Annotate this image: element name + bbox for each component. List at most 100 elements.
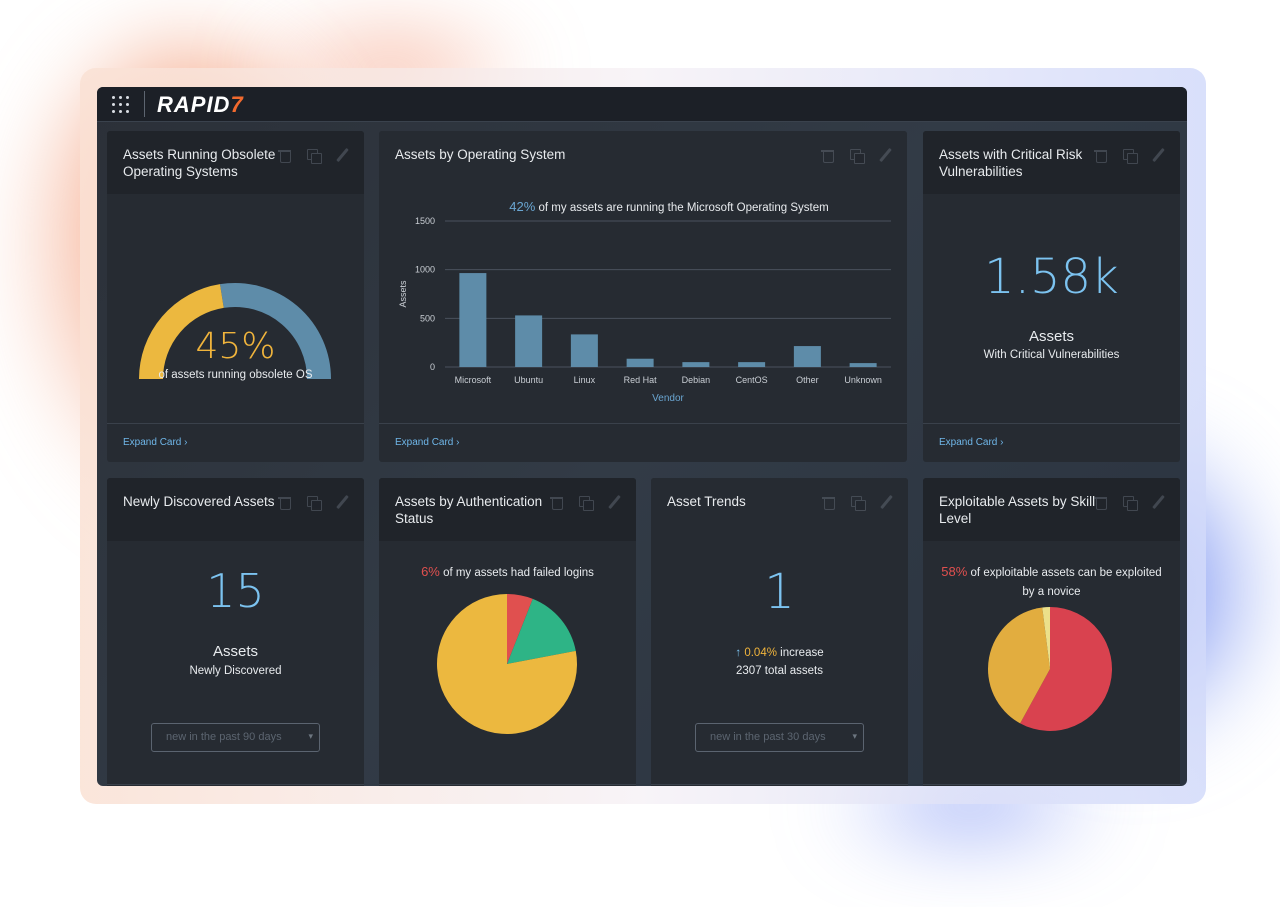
copy-icon[interactable] (306, 148, 322, 164)
bar[interactable] (515, 315, 543, 367)
select-value: new in the past 90 days (166, 731, 282, 743)
pencil-icon[interactable] (878, 148, 893, 163)
logo-text: RAPID (157, 92, 231, 117)
bar[interactable] (793, 346, 821, 367)
trash-icon[interactable] (277, 495, 292, 510)
card-title: Assets with Critical Risk Vulnerabilitie… (939, 147, 1083, 179)
expand-card-label: Expand Card (395, 437, 454, 448)
card-actions (1093, 148, 1166, 164)
chevron-right-icon: › (456, 437, 460, 448)
y-axis-label: Assets (398, 280, 408, 308)
card-title: Assets by Operating System (395, 147, 566, 162)
trash-icon[interactable] (549, 495, 564, 510)
auth-pct: 6% (421, 564, 440, 579)
x-tick-label: Linux (574, 375, 596, 385)
gauge-caption: of assets running obsolete OS (158, 369, 313, 381)
card-footer (651, 784, 908, 786)
trash-icon[interactable] (1093, 148, 1108, 163)
bar[interactable] (738, 362, 766, 367)
card-title: Assets Running Obsolete Operating System… (123, 147, 276, 179)
pie-slice[interactable] (988, 607, 1050, 724)
x-tick-label: CentOS (736, 375, 768, 385)
os-bar-chart: 0 500 1000 1500 Microsoft Ubuntu Linux Red Hat D… (398, 216, 891, 404)
y-tick-label: 1500 (415, 216, 435, 226)
pencil-icon[interactable] (335, 495, 350, 510)
pencil-icon[interactable] (335, 148, 350, 163)
asset-trends-value: 1 (764, 564, 795, 620)
gauge-value-arc (139, 284, 225, 380)
bar[interactable] (682, 362, 710, 367)
pie-slice[interactable] (507, 598, 576, 664)
copy-icon[interactable] (1122, 148, 1138, 164)
bar[interactable] (459, 273, 487, 367)
pie-slice[interactable] (1042, 607, 1050, 669)
grid-icon[interactable] (111, 95, 131, 115)
pencil-icon[interactable] (1151, 495, 1166, 510)
pie-slice[interactable] (507, 594, 533, 664)
dashboard-window: RAPID7 Assets Running Obsolete Operating… (97, 87, 1187, 786)
bar[interactable] (849, 363, 877, 367)
gauge-remaining-arc (219, 283, 331, 380)
pencil-icon[interactable] (879, 495, 894, 510)
exploitable-headline-text: of exploitable assets can be exploited b… (970, 567, 1162, 598)
expand-card-label: Expand Card (939, 437, 998, 448)
critical-risk-label: Assets (1028, 328, 1074, 345)
bar[interactable] (570, 334, 598, 367)
exploitable-headline: 58% of exploitable assets can be exploit… (937, 562, 1166, 602)
rapid7-logo[interactable]: RAPID7 (157, 92, 244, 118)
gauge-value: 45% (195, 326, 276, 367)
expand-card-link[interactable]: Expand Card › (123, 437, 188, 448)
exploitable-pie-chart (988, 607, 1112, 731)
card-title: Assets by Authentication Status (395, 494, 543, 526)
chevron-right-icon: › (1000, 437, 1004, 448)
chevron-right-icon: › (184, 437, 188, 448)
top-bar: RAPID7 (97, 87, 1187, 122)
newly-discovered-value: 15 (206, 564, 265, 618)
chevron-down-icon: ▾ (308, 731, 313, 741)
copy-icon[interactable] (850, 495, 866, 511)
increase-pct: 0.04% (744, 647, 777, 659)
time-range-select[interactable]: new in the past 30 days ▾ (695, 723, 864, 752)
chevron-down-icon: ▾ (852, 731, 857, 741)
y-tick-label: 500 (420, 313, 435, 323)
arrow-up-icon: ↑ (735, 647, 742, 659)
asset-trends-total: 2307 total assets (736, 665, 823, 677)
card-header: Assets by Authentication Status (379, 478, 636, 541)
expand-card-link[interactable]: Expand Card › (395, 437, 460, 448)
auth-headline: 6% of my assets had failed logins (379, 562, 636, 583)
bar[interactable] (626, 358, 654, 367)
exploitable-pct: 58% (941, 564, 968, 579)
trash-icon[interactable] (821, 495, 836, 510)
x-tick-label: Microsoft (455, 375, 492, 385)
newly-discovered-label: Assets (212, 643, 258, 660)
card-actions (821, 495, 894, 511)
card-header: Assets Running Obsolete Operating System… (107, 131, 364, 194)
card-header: Asset Trends (651, 478, 908, 518)
trash-icon[interactable] (820, 148, 835, 163)
copy-icon[interactable] (578, 495, 594, 511)
card-footer (379, 784, 636, 786)
newly-discovered-sublabel: Newly Discovered (189, 665, 282, 677)
copy-icon[interactable] (849, 148, 865, 164)
copy-icon[interactable] (306, 495, 322, 511)
pencil-icon[interactable] (1151, 148, 1166, 163)
card-exploitable-assets: Exploitable Assets by Skill Level 58% of… (923, 478, 1180, 786)
x-tick-label: Ubuntu (514, 375, 543, 385)
pie-slice[interactable] (437, 594, 577, 734)
trash-icon[interactable] (1093, 495, 1108, 510)
critical-risk-value: 1.58k (984, 249, 1119, 305)
time-range-select[interactable]: new in the past 90 days ▾ (151, 723, 320, 752)
card-critical-risk: Assets with Critical Risk Vulnerabilitie… (923, 131, 1180, 462)
topbar-divider (144, 91, 145, 117)
pie-slice[interactable] (1020, 607, 1112, 731)
card-asset-trends: Asset Trends 1 ↑ 0.04% increase 2307 tot… (651, 478, 908, 786)
trash-icon[interactable] (277, 148, 292, 163)
card-title: Exploitable Assets by Skill Level (939, 494, 1096, 526)
expand-card-link[interactable]: Expand Card › (939, 437, 1004, 448)
auth-pie-chart (437, 594, 577, 734)
card-auth-status: Assets by Authentication Status 6% of my… (379, 478, 636, 786)
pencil-icon[interactable] (607, 495, 622, 510)
card-actions (1093, 495, 1166, 511)
card-footer (923, 784, 1180, 786)
copy-icon[interactable] (1122, 495, 1138, 511)
